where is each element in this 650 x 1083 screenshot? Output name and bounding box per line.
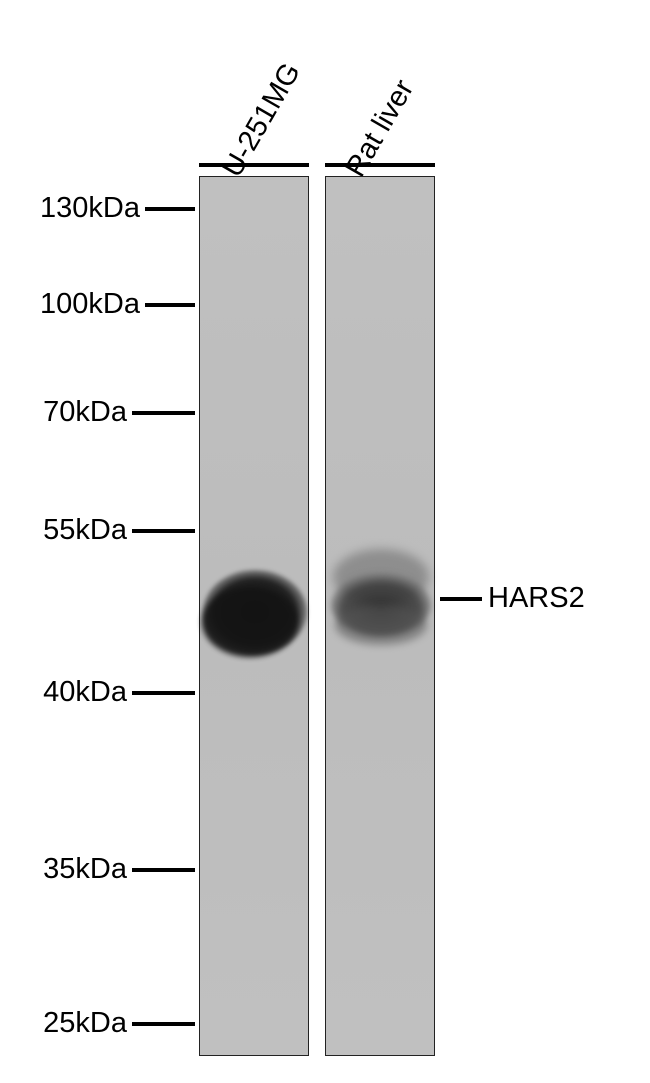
- band-lane-2: [326, 547, 436, 667]
- protein-tick: [440, 597, 482, 601]
- protein-label: HARS2: [488, 582, 585, 615]
- mw-label-35: 35kDa: [37, 853, 127, 886]
- mw-label-130: 130kDa: [20, 192, 140, 225]
- mw-tick-40: [132, 691, 195, 695]
- band-lane-1: [200, 567, 310, 667]
- western-blot-figure: U-251MG Rat liver: [0, 0, 650, 1083]
- mw-tick-35: [132, 868, 195, 872]
- lane-2: [325, 176, 435, 1056]
- lane-underline-1: [199, 163, 309, 167]
- mw-label-40: 40kDa: [37, 676, 127, 709]
- lane-1: [199, 176, 309, 1056]
- mw-label-100: 100kDa: [20, 288, 140, 321]
- mw-label-55: 55kDa: [37, 514, 127, 547]
- mw-tick-130: [145, 207, 195, 211]
- mw-tick-100: [145, 303, 195, 307]
- mw-tick-55: [132, 529, 195, 533]
- mw-tick-70: [132, 411, 195, 415]
- mw-label-70: 70kDa: [37, 396, 127, 429]
- lane-underline-2: [325, 163, 435, 167]
- mw-tick-25: [132, 1022, 195, 1026]
- mw-label-25: 25kDa: [37, 1007, 127, 1040]
